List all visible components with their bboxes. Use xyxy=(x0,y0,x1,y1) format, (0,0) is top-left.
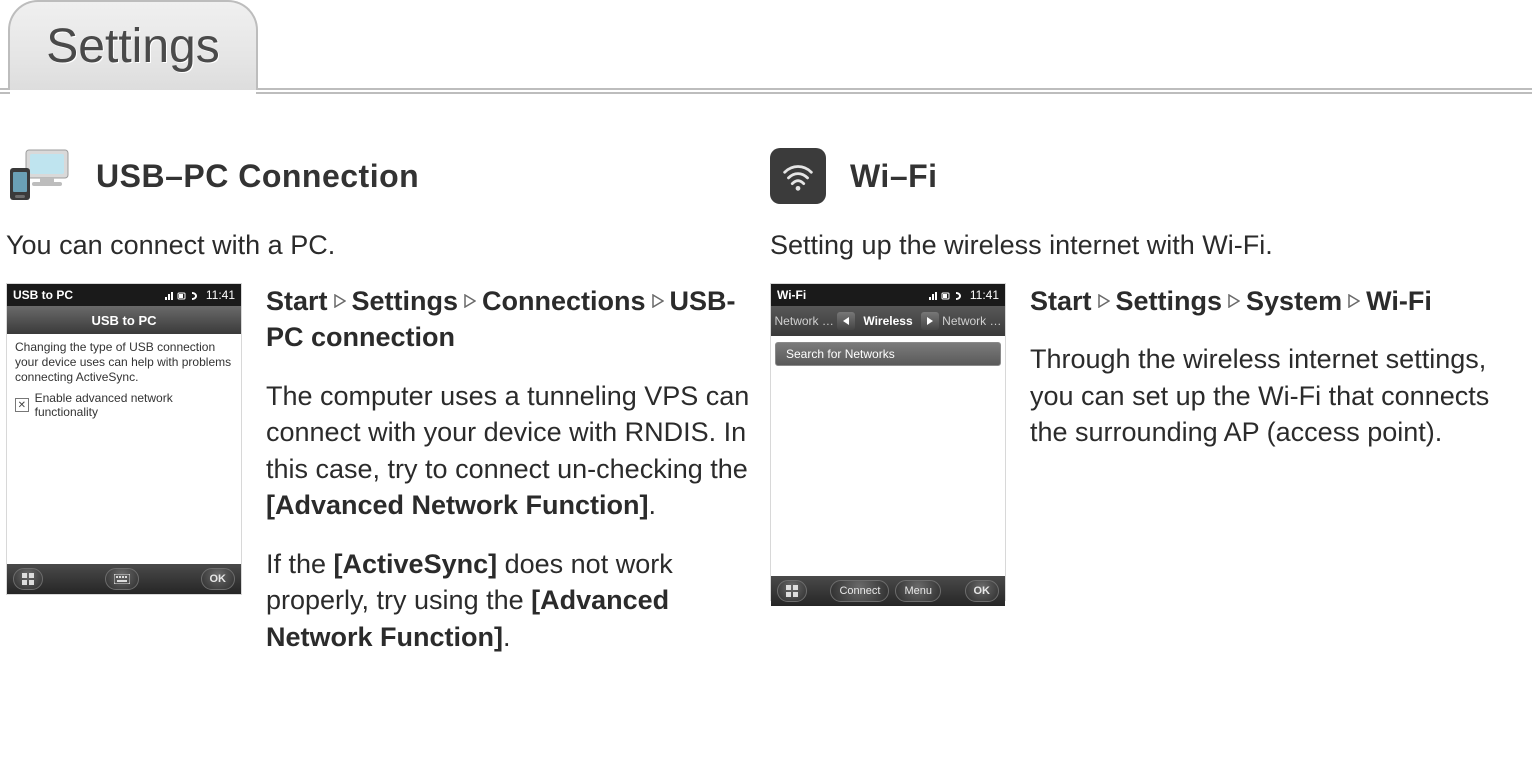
status-icons xyxy=(164,290,200,300)
usb-body-text: StartSettingsConnectionsUSB-PC connectio… xyxy=(266,283,770,677)
triangle-separator-icon xyxy=(464,294,476,308)
section-tab-label: Settings xyxy=(46,19,219,74)
wifi-trail: StartSettingsSystemWi-Fi xyxy=(1030,283,1532,319)
wifi-bottombar: Connect Menu OK xyxy=(771,576,1005,606)
status-icons xyxy=(928,290,964,300)
usb-checkbox-row[interactable]: ✕ Enable advanced network functionality xyxy=(15,391,233,419)
wifi-row: Wi-Fi 11:41 Network … Wireless xyxy=(770,283,1532,601)
usb-trail: StartSettingsConnectionsUSB-PC connectio… xyxy=(266,283,770,356)
wifi-tabbar: Network … Wireless Network … xyxy=(771,306,1005,336)
usb-topbar-time: 11:41 xyxy=(206,288,235,302)
triangle-separator-icon xyxy=(334,294,346,308)
usb-checkbox-label: Enable advanced network functionality xyxy=(35,391,233,419)
wifi-para1: Through the wireless internet settings, … xyxy=(1030,341,1532,450)
usb-section-title: USB–PC Connection xyxy=(96,158,419,195)
usb-para2: If the [ActiveSync] does not work proper… xyxy=(266,546,770,655)
usb-section-head: USB–PC Connection xyxy=(6,148,770,204)
usb-para1: The computer uses a tunneling VPS can co… xyxy=(266,378,770,524)
connect-button[interactable]: Connect xyxy=(830,580,889,602)
menu-button[interactable]: Menu xyxy=(895,580,941,602)
ok-button[interactable]: OK xyxy=(201,568,236,590)
usb-row: USB to PC 11:41 USB to PC Changing the t… xyxy=(6,283,770,677)
search-networks-button[interactable]: Search for Networks xyxy=(775,342,1001,366)
wifi-intro: Setting up the wireless internet with Wi… xyxy=(770,230,1532,261)
wifi-topbar: Wi-Fi 11:41 xyxy=(771,284,1005,306)
keyboard-button[interactable] xyxy=(105,568,139,590)
usb-titlebar: USB to PC xyxy=(7,306,241,334)
wifi-body-text: StartSettingsSystemWi-Fi Through the wir… xyxy=(1030,283,1532,473)
usb-bottombar: OK xyxy=(7,564,241,594)
start-button[interactable] xyxy=(13,568,43,590)
usb-topbar-title: USB to PC xyxy=(13,288,73,302)
usb-device-content: Changing the type of USB connection your… xyxy=(7,334,241,564)
usb-pc-icon xyxy=(6,148,72,204)
usb-intro: You can connect with a PC. xyxy=(6,230,770,261)
section-tab: Settings xyxy=(8,0,258,90)
triangle-separator-icon xyxy=(652,294,664,308)
usb-pc-section: USB–PC Connection You can connect with a… xyxy=(0,148,770,677)
start-button[interactable] xyxy=(777,580,807,602)
usb-checkbox[interactable]: ✕ xyxy=(15,398,29,412)
wifi-tab-next[interactable]: Network … xyxy=(939,314,1005,328)
content-columns: USB–PC Connection You can connect with a… xyxy=(0,148,1532,677)
wifi-tab-current: Wireless xyxy=(863,314,912,328)
triangle-separator-icon xyxy=(1098,294,1110,308)
triangle-separator-icon xyxy=(1348,294,1360,308)
wifi-device-content: Search for Networks xyxy=(771,342,1005,576)
wifi-section-title: Wi–Fi xyxy=(850,158,938,195)
ok-button[interactable]: OK xyxy=(965,580,1000,602)
usb-topbar: USB to PC 11:41 xyxy=(7,284,241,306)
usb-device-desc: Changing the type of USB connection your… xyxy=(15,340,233,385)
wifi-device-screenshot: Wi-Fi 11:41 Network … Wireless xyxy=(770,283,1006,601)
wifi-tab-left-arrow[interactable] xyxy=(837,312,855,330)
wifi-tab-prev[interactable]: Network … xyxy=(771,314,837,328)
triangle-separator-icon xyxy=(1228,294,1240,308)
wifi-topbar-time: 11:41 xyxy=(970,288,999,302)
search-networks-label: Search for Networks xyxy=(786,347,895,361)
wifi-section-head: Wi–Fi xyxy=(770,148,1532,204)
wifi-icon xyxy=(770,148,826,204)
wifi-tab-right-arrow[interactable] xyxy=(921,312,939,330)
wifi-topbar-title: Wi-Fi xyxy=(777,288,806,302)
wifi-section: Wi–Fi Setting up the wireless internet w… xyxy=(770,148,1532,677)
usb-device-screenshot: USB to PC 11:41 USB to PC Changing the t… xyxy=(6,283,242,595)
